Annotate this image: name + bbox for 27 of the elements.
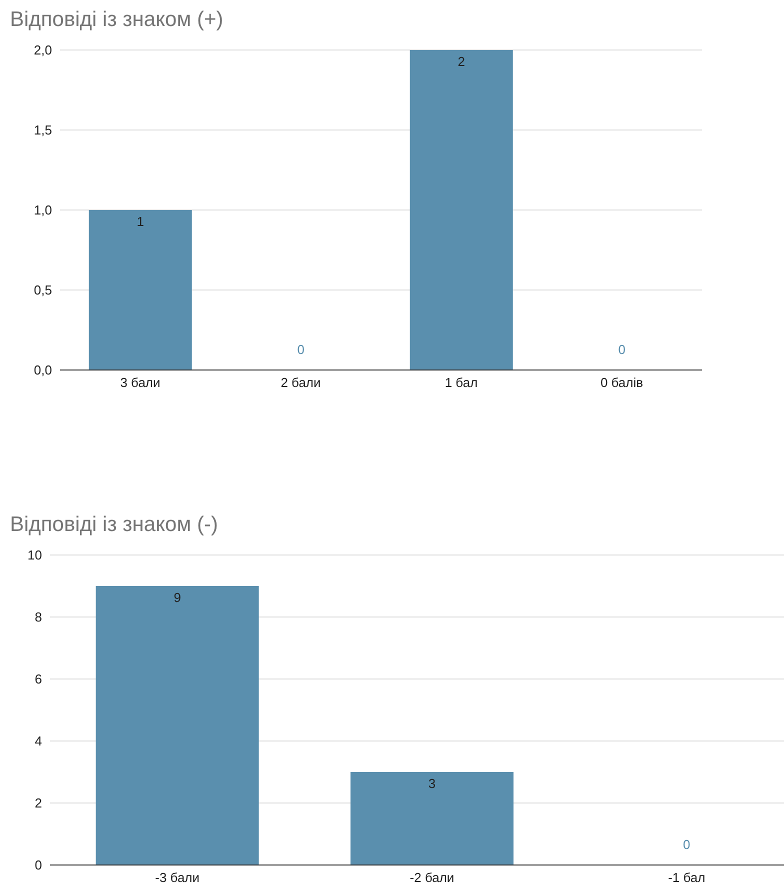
y-tick-label: 10 — [28, 548, 42, 563]
data-label: 9 — [174, 590, 181, 605]
x-tick-label: 2 бали — [280, 375, 321, 390]
x-tick-label: 3 бали — [120, 375, 160, 390]
y-tick-label: 2 — [34, 796, 42, 811]
x-tick-label: -1 бал — [668, 870, 706, 886]
data-label: 0 — [683, 837, 690, 852]
chart-title: Відповіді із знаком (+) — [10, 7, 224, 33]
x-tick-label: 1 бал — [444, 375, 478, 390]
y-tick-label: 8 — [34, 610, 42, 625]
data-label: 2 — [458, 54, 466, 69]
chart-title: Відповіді із знаком (-) — [10, 512, 219, 538]
x-tick-label: 0 балів — [600, 375, 644, 390]
x-tick-label: -3 бали — [155, 870, 200, 886]
y-tick-label: 2,0 — [34, 42, 52, 58]
y-tick-label: 6 — [34, 672, 42, 687]
y-tick-label: 1,0 — [34, 202, 52, 218]
x-tick-label: -2 бали — [410, 870, 454, 886]
data-label: 3 — [428, 776, 436, 791]
y-tick-label: 0,5 — [34, 282, 52, 298]
data-label: 0 — [618, 342, 626, 357]
y-tick-label: 0 — [34, 858, 42, 873]
y-tick-label: 4 — [34, 734, 42, 749]
y-tick-label: 1,5 — [34, 122, 52, 138]
data-label: 0 — [297, 342, 305, 357]
y-tick-label: 0,0 — [34, 362, 52, 378]
data-label: 1 — [136, 214, 144, 229]
